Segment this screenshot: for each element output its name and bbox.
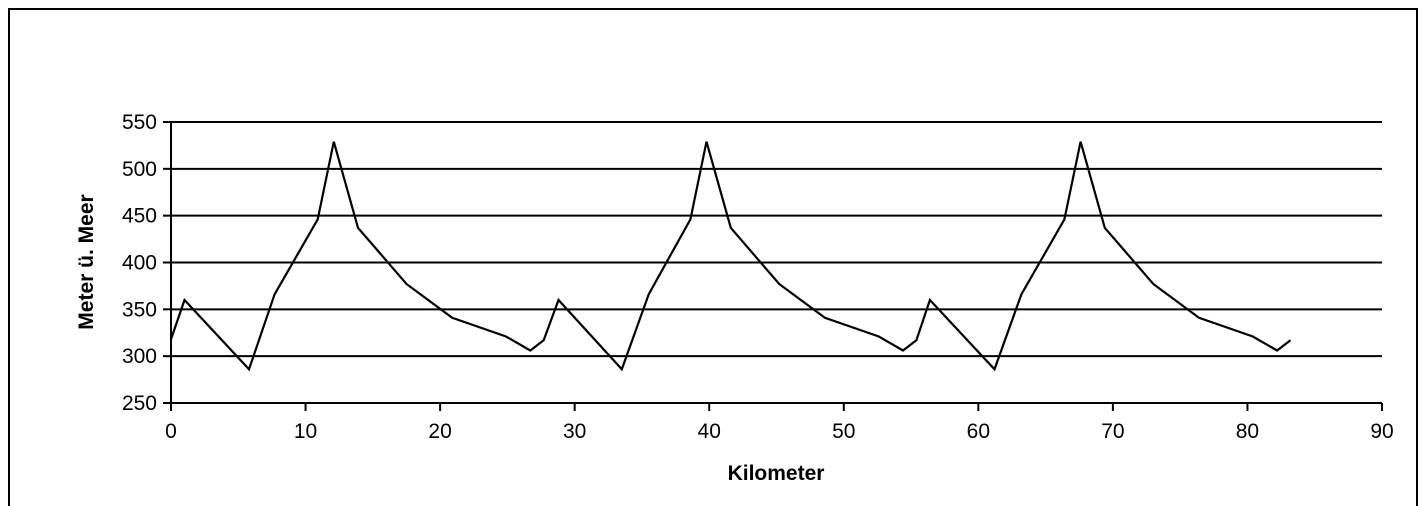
x-tick-label: 30 (563, 420, 586, 443)
x-tick-label: 70 (1101, 420, 1124, 443)
x-tick-label: 0 (165, 420, 177, 443)
x-axis-title: Kilometer (728, 462, 825, 485)
chart-frame (8, 8, 1418, 506)
y-tick-label: 450 (122, 205, 157, 228)
y-tick-label: 250 (122, 392, 157, 415)
y-tick-label: 550 (122, 111, 157, 134)
series-line (169, 141, 1292, 372)
x-tick-label: 40 (698, 420, 721, 443)
y-tick-label: 400 (122, 252, 157, 275)
x-tick-label: 90 (1370, 420, 1393, 443)
x-tick-label: 80 (1236, 420, 1259, 443)
x-tick-label: 20 (428, 420, 451, 443)
y-axis-title: Meter ü. Meer (75, 194, 98, 329)
series (169, 141, 1292, 372)
x-tick-label: 60 (967, 420, 990, 443)
x-tick-label: 10 (294, 420, 317, 443)
tick-labels: 250 300 350 400 450 500 550 0 10 20 30 40 50 60 70 80 90 (122, 111, 1394, 443)
y-tick-label: 300 (122, 345, 157, 368)
x-tick-label: 50 (832, 420, 855, 443)
y-tick-label: 500 (122, 158, 157, 181)
gridlines (171, 121, 1382, 358)
axes (163, 121, 1383, 411)
y-tick-label: 350 (122, 298, 157, 321)
